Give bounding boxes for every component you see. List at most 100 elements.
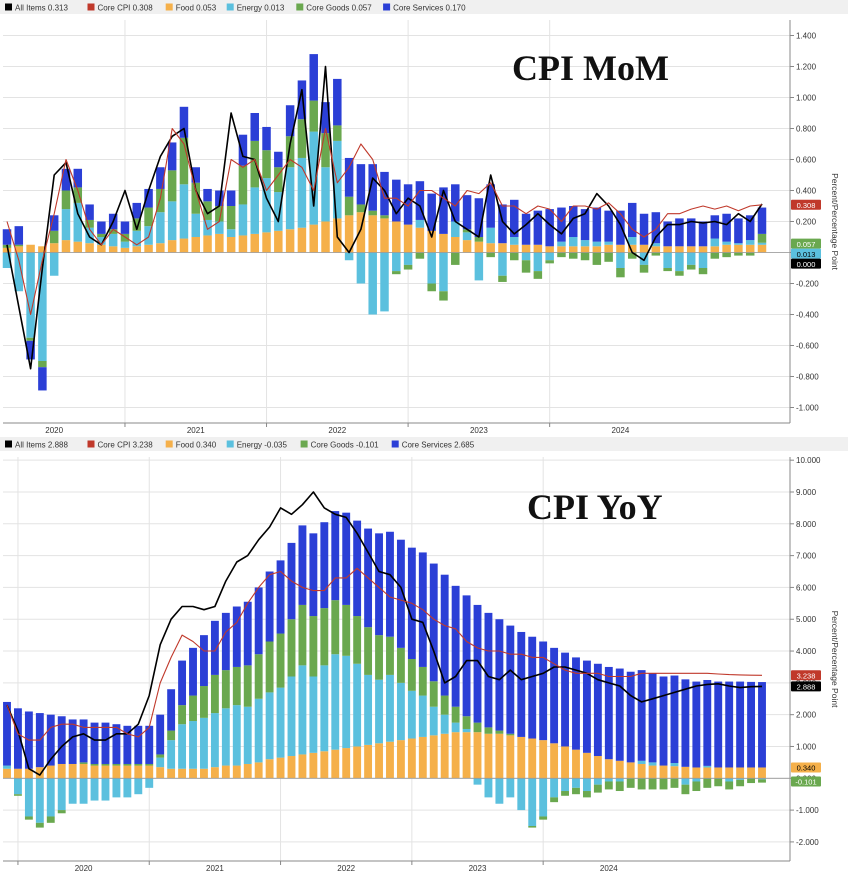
bar-core_services [506, 625, 515, 734]
bar-core_goods [178, 705, 187, 725]
bar-food [167, 768, 176, 779]
bar-core_goods [90, 763, 99, 766]
bar-food [2, 247, 12, 253]
bar-core_services [675, 218, 684, 247]
bar-core_goods [265, 641, 274, 693]
bar-energy [265, 692, 274, 760]
bar-core_goods [396, 647, 405, 683]
x-tick-label-2021: 2021 [187, 426, 205, 435]
bar-core_services [545, 209, 554, 247]
legend-bar [0, 0, 848, 14]
bar-food [68, 763, 77, 779]
y-tick-label: 1.000 [796, 742, 817, 751]
bar-energy [627, 237, 637, 245]
bar-core_goods [427, 283, 436, 292]
bar-core_goods [285, 136, 295, 168]
bar-energy [134, 778, 143, 795]
bar-core_services [49, 215, 59, 231]
bar-food [238, 235, 248, 253]
bar-core_goods [35, 822, 44, 828]
bar-energy [592, 241, 602, 247]
bar-core_services [243, 601, 252, 666]
bar-core_goods [238, 165, 248, 205]
bar-food [545, 246, 554, 253]
bar-core_services [132, 202, 142, 219]
bar-energy [582, 778, 591, 792]
bar-core_services [757, 207, 767, 234]
end-label-bg-all_items [791, 258, 821, 269]
bar-energy [616, 252, 625, 268]
bar-core_services [593, 663, 602, 757]
bar-food [321, 221, 330, 253]
bar-food [528, 738, 537, 779]
legend-swatch-core_services [391, 440, 399, 448]
bar-core_goods [451, 252, 460, 265]
bar-food [309, 752, 318, 779]
bar-core_goods [79, 762, 88, 764]
bar-energy [692, 778, 701, 782]
y-tick-label: 9.000 [796, 488, 817, 497]
bar-food [439, 233, 448, 253]
legend-swatch-food [165, 3, 173, 11]
bar-core_services [451, 585, 460, 707]
end-label-core_cpi: 0.308 [797, 201, 816, 210]
bar-food [243, 763, 252, 779]
bar-core_goods [254, 654, 263, 699]
bar-core_services [495, 619, 504, 731]
bar-core_goods [495, 730, 504, 734]
bar-energy [725, 778, 734, 782]
bar-food [189, 768, 197, 779]
bar-core_goods [46, 816, 55, 823]
bar-core_goods [179, 137, 189, 185]
bar-energy [200, 717, 208, 769]
bar-core_services [178, 660, 187, 706]
bar-food [714, 767, 723, 779]
bar-energy [287, 676, 296, 757]
bar-core_services [3, 701, 11, 766]
bar-food [561, 746, 569, 779]
bar-core_goods [132, 218, 142, 231]
bar-core_goods [203, 201, 212, 220]
end-label-energy: 0.013 [797, 250, 816, 259]
bar-core_goods [85, 219, 94, 228]
bar-core_goods [380, 215, 389, 219]
bar-food [156, 243, 165, 253]
bar-core_services [533, 210, 543, 245]
bar-food [403, 224, 413, 253]
legend-entry-energy: Energy -0.035 [237, 441, 288, 450]
bar-food [670, 766, 679, 779]
bar-food [659, 765, 668, 779]
bar-core_goods [663, 268, 672, 272]
bar-core_goods [309, 100, 318, 132]
bar-food [639, 244, 649, 253]
bar-energy [462, 728, 471, 733]
bar-food [274, 230, 283, 253]
bar-core_goods [415, 252, 425, 259]
bar-food [473, 732, 482, 779]
x-tick-label-2020: 2020 [75, 864, 93, 873]
bar-core_services [473, 604, 482, 723]
end-label-bg-energy [791, 248, 821, 259]
bar-energy [604, 778, 613, 782]
bar-core_goods [97, 233, 106, 237]
bar-core_services [462, 595, 471, 717]
bar-core_services [517, 631, 526, 737]
bar-energy [703, 765, 712, 768]
bar-core_services [167, 689, 176, 731]
bar-core_goods [226, 206, 236, 230]
bar-energy [758, 778, 766, 780]
bar-food [498, 243, 507, 253]
bar-core_goods [200, 686, 208, 718]
bar-core_goods [342, 604, 351, 656]
x-tick-label-2021: 2021 [206, 864, 224, 873]
bar-core_services [392, 179, 401, 222]
bar-core_goods [156, 188, 165, 213]
bar-food [510, 244, 519, 253]
bar-food [550, 743, 559, 779]
bar-core_services [462, 195, 472, 230]
end-label-food: 0.340 [797, 764, 816, 773]
bar-core_goods [681, 784, 690, 795]
bar-food [73, 241, 83, 253]
bar-core_services [221, 612, 230, 671]
bar-core_services [191, 167, 200, 183]
